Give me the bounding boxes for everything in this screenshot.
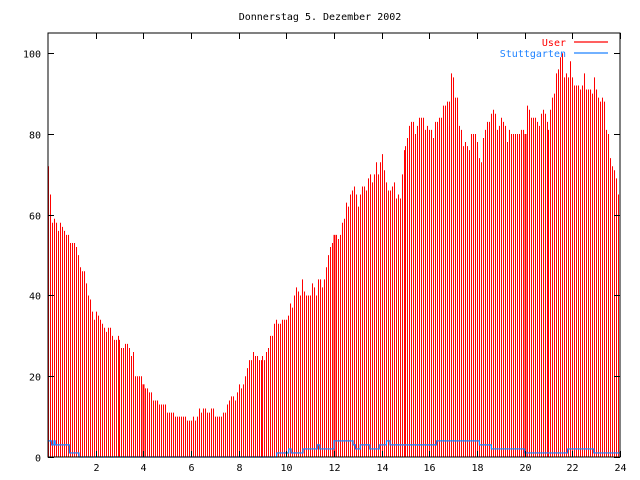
x-tick-label: 14	[376, 463, 388, 474]
x-tick-label: 22	[566, 463, 578, 474]
series-line-stuttgarten	[48, 440, 620, 458]
x-tick-label: 8	[236, 463, 242, 474]
legend-label-user: User	[542, 38, 566, 49]
x-tick-label: 18	[471, 463, 483, 474]
user-bars	[48, 53, 619, 457]
y-tick-label: 20	[29, 373, 41, 384]
legend: User Stuttgarten	[500, 38, 608, 60]
y-tick-label: 80	[29, 131, 41, 142]
x-tick-label: 16	[423, 463, 435, 474]
chart-title: Donnerstag 5. Dezember 2002	[239, 12, 402, 23]
x-tick-label: 12	[328, 463, 340, 474]
x-tick-label: 4	[140, 463, 146, 474]
x-tick-label: 20	[519, 463, 531, 474]
y-tick-label: 40	[29, 292, 41, 303]
legend-label-stuttgarten: Stuttgarten	[500, 49, 566, 60]
x-tick-label: 2	[93, 463, 99, 474]
y-tick-label: 0	[35, 454, 41, 465]
y-tick-label: 60	[29, 212, 41, 223]
y-tick-label: 100	[23, 50, 41, 61]
x-tick-label: 24	[614, 463, 626, 474]
x-tick-label: 6	[188, 463, 194, 474]
x-tick-label: 10	[280, 463, 292, 474]
stuttgarten-line	[48, 440, 620, 458]
